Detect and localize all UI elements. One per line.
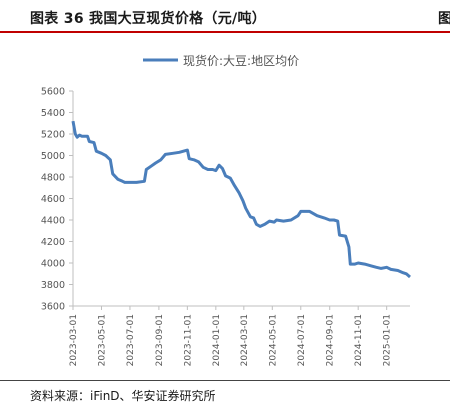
y-tick-label: 5000: [41, 151, 65, 162]
y-tick-label: 4600: [41, 194, 65, 205]
source-note: 资料来源：iFinD、华安证券研究所: [30, 389, 216, 403]
y-ticks: 3600 3800 4000 4200 4400 4600 4800 5000 5200 5400…: [41, 87, 73, 313]
y-tick-label: 5600: [41, 87, 65, 98]
title-divider: [0, 31, 450, 33]
x-tick-label: 2024-03-01: [240, 314, 250, 366]
x-ticks: 2023-03-01 2023-05-01 2023-07-01 2023-09-01…: [69, 306, 393, 366]
y-tick-label: 3800: [41, 280, 65, 291]
x-tick-label: 2024-11-01: [354, 314, 364, 366]
x-tick-label: 2024-01-01: [212, 314, 222, 366]
x-tick-label: 2023-05-01: [97, 314, 107, 366]
x-tick-label: 2023-11-01: [183, 314, 193, 366]
x-tick-label: 2023-07-01: [126, 314, 136, 366]
y-tick-label: 4800: [41, 173, 65, 184]
source-divider: [0, 380, 450, 381]
x-tick-label: 2023-03-01: [69, 314, 79, 366]
y-tick-label: 5200: [41, 130, 65, 141]
y-tick-label: 5400: [41, 108, 65, 119]
x-tick-label: 2024-05-01: [268, 314, 278, 366]
x-tick-label: 2024-09-01: [326, 314, 336, 366]
soybean-price-chart: 现货价:大豆:地区均价 3600 3800 4000 4200 4400 4600 4800…: [41, 53, 411, 366]
x-tick-label: 2025-01-01: [383, 314, 393, 366]
x-tick-label: 2024-07-01: [297, 314, 307, 366]
legend-label: 现货价:大豆:地区均价: [183, 53, 299, 68]
x-tick-label: 2023-09-01: [155, 314, 165, 366]
y-tick-label: 3600: [41, 302, 65, 313]
y-tick-label: 4000: [41, 259, 65, 270]
y-tick-label: 4200: [41, 237, 65, 248]
series-line-soybean-price: [71, 120, 411, 279]
y-tick-label: 4400: [41, 216, 65, 227]
figure-title-clipped: 图: [438, 11, 450, 27]
figure-title: 图表 36 我国大豆现货价格（元/吨）: [30, 11, 267, 27]
legend: 现货价:大豆:地区均价: [143, 53, 299, 68]
